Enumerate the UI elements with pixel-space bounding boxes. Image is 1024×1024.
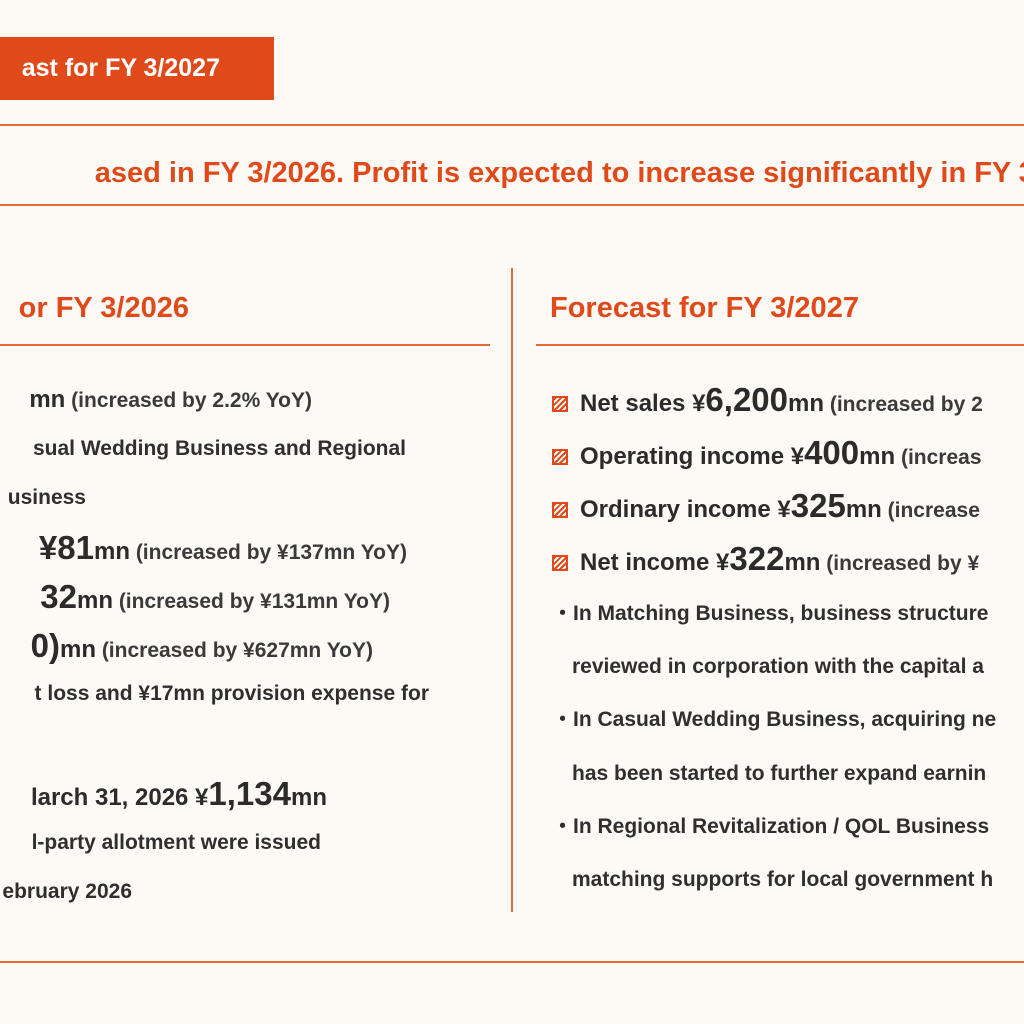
top-rule [0, 124, 1024, 126]
forecast-title-rule [536, 344, 1024, 346]
hatched-bullet-icon [552, 396, 568, 412]
results-line-sales: mn (increased by 2.2% YoY) [29, 386, 312, 413]
forecast-note: ・In Matching Business, business structur… [552, 602, 989, 625]
hatched-bullet-icon [552, 449, 568, 465]
results-line-text: ebruary 2026 [2, 880, 132, 903]
hatched-bullet-icon [552, 502, 568, 518]
forecast-note: has been started to further expand earni… [572, 762, 987, 785]
results-column: or FY 3/2026 mn (increased by 2.2% YoY) … [0, 280, 490, 920]
results-line-cash: larch 31, 2026 ¥1,134mn [30, 775, 327, 812]
forecast-note: ・In Regional Revitalization / QOL Busine… [552, 815, 990, 838]
section-tag: ast for FY 3/2027 [0, 37, 274, 100]
results-line-operating: ¥81mn (increased by ¥137mn YoY) [38, 529, 407, 566]
hatched-bullet-icon [552, 555, 568, 571]
headline-rule [0, 204, 1024, 206]
results-line-text: usiness [7, 486, 86, 509]
results-line-text: l-party allotment were issued [31, 831, 321, 854]
forecast-item-net: Net income ¥322mn (increased by ¥ [552, 539, 979, 586]
bottom-rule [0, 961, 1024, 963]
section-tag-label: ast for FY 3/2027 [21, 54, 220, 82]
forecast-column: Forecast for FY 3/2027 Net sales ¥6,200m… [536, 280, 1024, 920]
forecast-item-sales: Net sales ¥6,200mn (increased by 2 [552, 380, 983, 427]
forecast-note: matching supports for local government h [572, 868, 994, 891]
forecast-item-operating: Operating income ¥400mn (increas [552, 433, 982, 480]
forecast-item-ordinary: Ordinary income ¥325mn (increase [552, 486, 980, 533]
headline-text: ased in FY 3/2026. Profit is expected to… [94, 157, 1024, 189]
results-title: or FY 3/2026 [18, 292, 189, 324]
results-title-rule [0, 344, 490, 346]
forecast-note: ・In Casual Wedding Business, acquiring n… [552, 708, 997, 731]
results-line-net: 0)mn (increased by ¥627mn YoY) [30, 627, 373, 664]
forecast-title: Forecast for FY 3/2027 [550, 292, 859, 324]
forecast-note: reviewed in corporation with the capital… [572, 655, 984, 678]
results-line-ordinary: 32mn (increased by ¥131mn YoY) [40, 578, 390, 615]
results-line-text: t loss and ¥17mn provision expense for [34, 682, 429, 705]
column-divider [511, 268, 513, 912]
results-line-text: sual Wedding Business and Regional [32, 437, 406, 460]
headline: ased in FY 3/2026. Profit is expected to… [0, 150, 1024, 196]
